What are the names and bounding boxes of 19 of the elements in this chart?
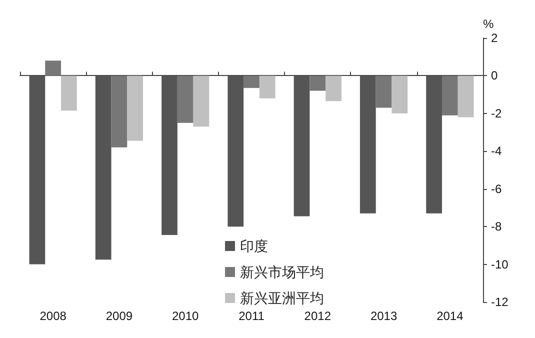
x-tick-label: 2009 [106,309,133,323]
y-axis-title: % [483,17,494,31]
x-tick-label: 2013 [370,309,398,323]
y-tick-label: -10 [491,257,509,272]
y-tick-label: 2 [491,31,498,45]
y-tick-label: -6 [491,182,502,196]
y-tick-label: -4 [491,144,502,158]
x-tick-label: 2010 [172,309,200,323]
y-tick-label: -8 [491,220,502,234]
y-tick-label: -12 [491,295,509,309]
x-tick-label: 2011 [238,309,265,323]
x-tick-label: 2008 [40,309,67,323]
legend-label: 新兴市场平均 [240,264,324,280]
legend-label: 新兴亚洲平均 [240,290,324,306]
y-tick-label: 0 [491,68,498,83]
y-tick-label: -2 [491,106,502,120]
legend-label: 印度 [240,238,268,254]
x-tick-label: 2014 [436,309,464,323]
x-tick-label: 2012 [304,309,332,323]
